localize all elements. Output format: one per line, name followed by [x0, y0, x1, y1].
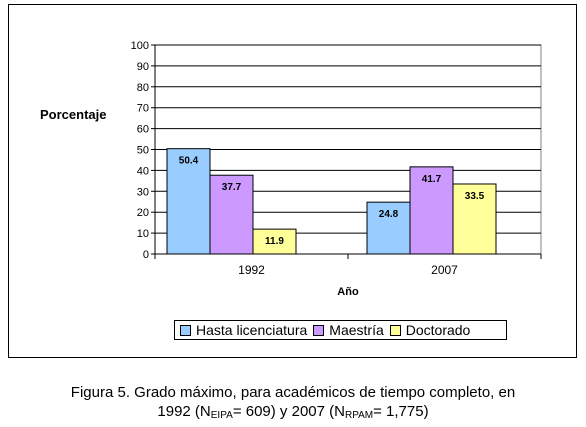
y-tick-label: 10	[137, 228, 149, 240]
data-label: 33.5	[465, 191, 485, 202]
data-label: 11.9	[265, 236, 284, 247]
legend-label: Hasta licenciatura	[196, 322, 308, 338]
bar	[209, 174, 254, 255]
figure-frame: 0 10 20 30 40 50 60 70 80 90 100 50.4 37.7 11.9 1992 24…	[8, 4, 577, 358]
y-tick-label: 70	[137, 103, 149, 115]
legend-swatch	[389, 324, 401, 336]
legend-label: Doctorado	[405, 322, 471, 338]
y-tick-label: 30	[137, 186, 149, 198]
y-tick-label: 100	[131, 40, 149, 52]
y-axis-label: Porcentaje	[40, 107, 106, 122]
data-label: 41.7	[422, 174, 442, 185]
y-tick-label: 20	[137, 207, 149, 219]
y-tick-label: 0	[143, 249, 149, 261]
legend-item: Maestría	[313, 322, 384, 338]
legend-swatch	[180, 324, 191, 336]
y-tick-label: 90	[137, 61, 149, 73]
caption-line-2: 1992 (NEIPA= 609) y 2007 (NRPAM= 1,775)	[157, 403, 429, 421]
legend: Hasta licenciatura Maestría Doctorado	[174, 320, 507, 340]
bar-chart: 0 10 20 30 40 50 60 70 80 90 100 50.4 37.7 11.9 1992 24…	[40, 40, 542, 298]
legend-item: Hasta licenciatura	[180, 322, 307, 338]
x-tick-label: 2007	[431, 263, 458, 277]
x-tick-label: 1992	[238, 263, 265, 277]
data-label: 50.4	[179, 156, 199, 167]
bar	[166, 148, 211, 255]
data-label: 37.7	[222, 182, 242, 193]
legend-swatch	[313, 324, 325, 336]
legend-label: Maestría	[329, 322, 384, 338]
bar	[252, 228, 297, 255]
caption-line-1: Figura 5. Grado máximo, para académicos …	[70, 384, 516, 401]
y-tick-label: 50	[137, 145, 149, 157]
bar	[366, 201, 411, 255]
bar	[409, 166, 454, 255]
y-tick-label: 40	[137, 165, 149, 177]
bar	[452, 183, 497, 255]
legend-item: Doctorado	[389, 322, 471, 338]
y-tick-label: 80	[137, 82, 149, 94]
figure-caption: Figura 5. Grado máximo, para académicos …	[0, 383, 586, 425]
data-label: 24.8	[379, 209, 399, 220]
x-axis-label: Año	[337, 286, 359, 298]
y-tick-label: 60	[137, 124, 149, 136]
